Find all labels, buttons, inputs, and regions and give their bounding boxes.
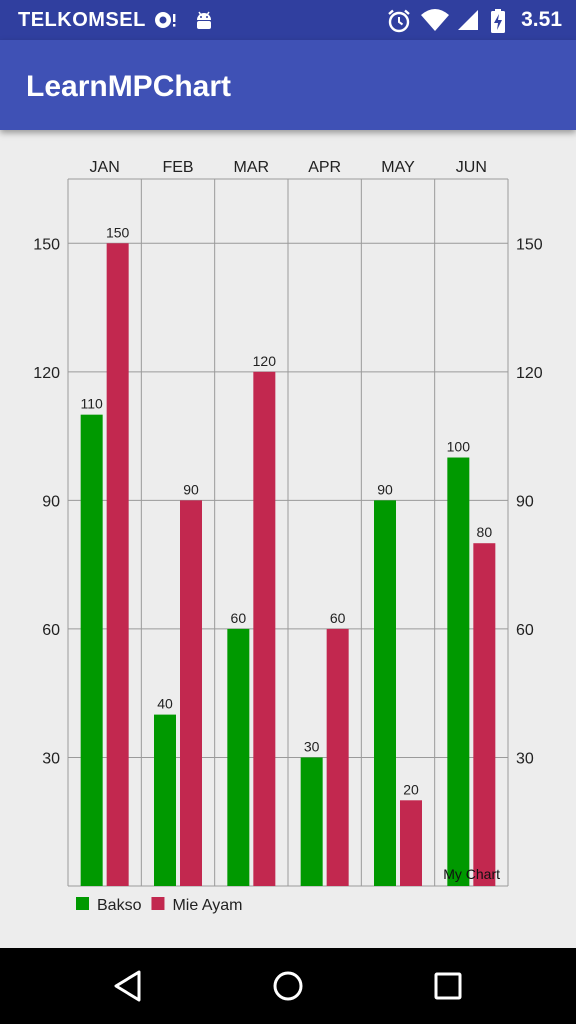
data-label: 150: [106, 224, 130, 240]
app-bar: LearnMPChart: [0, 40, 576, 130]
data-label: 90: [183, 481, 199, 497]
x-tick-label: MAY: [381, 159, 415, 176]
navigation-bar: [0, 948, 576, 1024]
chart-canvas[interactable]: 30 30 60 60 90 90 120 120 150 150 JAN FEB MAR APR MAY J…: [0, 130, 576, 948]
data-label: 110: [81, 396, 104, 412]
bar: [106, 243, 129, 887]
legend-swatch: [76, 897, 89, 910]
status-clock: 3.51: [521, 8, 562, 31]
camera-notification-icon: [152, 8, 178, 37]
carrier-name: TELKOMSEL: [18, 9, 146, 31]
bar-chart[interactable]: 30 30 60 60 90 90 120 120 150 150 JAN FEB MAR APR MAY J…: [0, 130, 576, 948]
y-tick-label-right: 90: [516, 493, 534, 510]
chart-description: My Chart: [443, 866, 500, 882]
y-tick-label-right: 150: [516, 236, 543, 253]
bar: [300, 757, 323, 886]
legend-label: Mie Ayam: [172, 897, 242, 914]
x-tick-label: JUN: [456, 159, 487, 176]
x-tick-label: JAN: [90, 159, 120, 176]
data-label: 60: [330, 610, 346, 626]
y-tick-label-right: 30: [516, 750, 534, 767]
home-button[interactable]: [270, 968, 306, 1004]
y-tick-label-left: 30: [42, 750, 60, 767]
data-label: 60: [231, 610, 247, 626]
bar: [473, 543, 496, 886]
bar: [227, 628, 250, 886]
x-tick-label: APR: [308, 159, 341, 176]
status-bar: TELKOMSEL: [0, 0, 576, 40]
y-tick-label-left: 60: [42, 622, 60, 639]
bar: [180, 500, 202, 886]
alarm-icon: [386, 8, 412, 39]
y-tick-label-right: 120: [516, 365, 543, 382]
bar: [253, 371, 276, 886]
legend-label: Bakso: [97, 897, 142, 914]
bar: [154, 714, 176, 886]
wifi-icon: [420, 8, 450, 37]
bar: [374, 500, 396, 886]
x-tick-label: MAR: [234, 159, 270, 176]
bar: [400, 800, 422, 886]
app-title: LearnMPChart: [26, 70, 232, 103]
legend-swatch: [151, 897, 165, 910]
x-tick-label: FEB: [162, 159, 193, 176]
data-label: 90: [377, 481, 393, 497]
y-tick-label-left: 90: [42, 493, 60, 510]
recents-button[interactable]: [430, 968, 466, 1004]
y-tick-label-left: 120: [33, 365, 60, 382]
data-label: 120: [253, 353, 277, 369]
android-icon: [192, 8, 216, 37]
back-button[interactable]: [110, 968, 146, 1004]
bar: [80, 414, 103, 886]
data-label: 80: [477, 524, 493, 540]
bar: [326, 628, 349, 886]
y-tick-label-right: 60: [516, 622, 534, 639]
data-label: 20: [403, 781, 419, 797]
data-label: 40: [157, 696, 173, 712]
data-label: 100: [447, 439, 471, 455]
signal-icon: [454, 8, 480, 37]
bar: [447, 457, 470, 886]
y-tick-label-left: 150: [33, 236, 60, 253]
data-label: 30: [304, 738, 320, 754]
battery-charging-icon: [490, 8, 506, 39]
